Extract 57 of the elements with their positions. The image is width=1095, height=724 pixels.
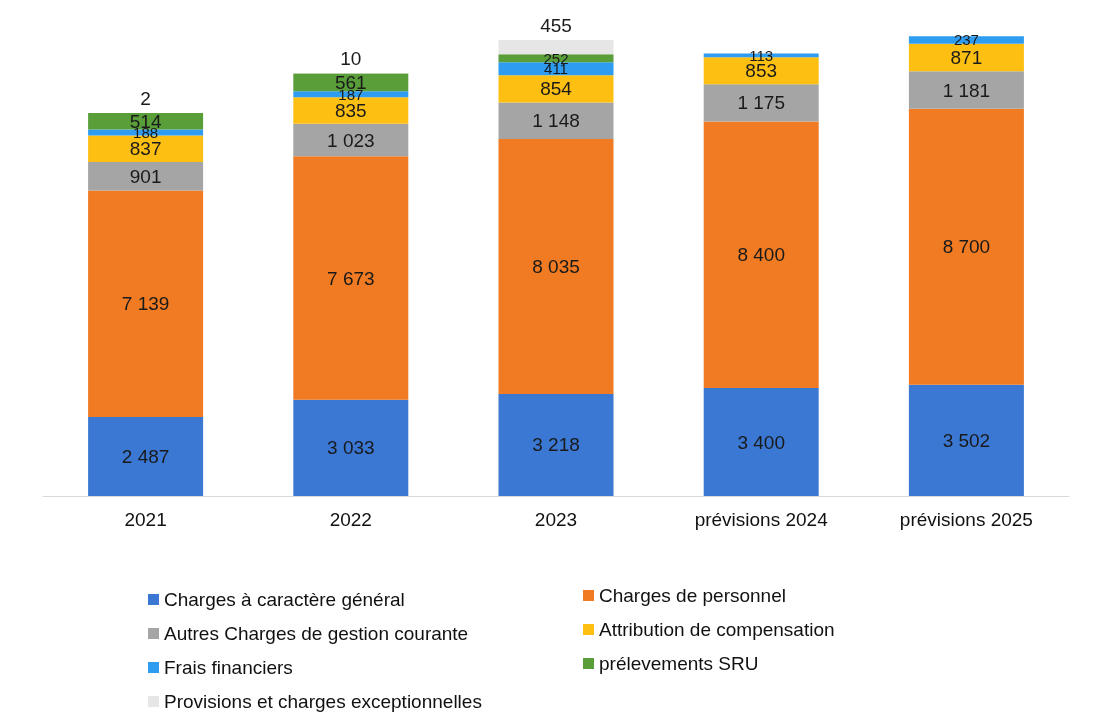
legend-label: Frais financiers	[164, 657, 293, 678]
data-label: 10	[340, 48, 362, 70]
bar	[498, 62, 614, 76]
bar	[703, 388, 819, 496]
x-tick-label: prévisions 2025	[899, 509, 1033, 530]
bar	[703, 84, 819, 122]
bar	[908, 43, 1024, 72]
data-label: 3 033	[327, 437, 375, 459]
bar	[293, 156, 409, 400]
data-label: 1 148	[532, 110, 580, 132]
data-label: 8 400	[737, 244, 785, 266]
data-label: 455	[540, 14, 572, 36]
bar	[703, 121, 819, 389]
bar	[88, 190, 204, 418]
bar	[88, 113, 204, 130]
x-tick-label: 2022	[329, 509, 372, 530]
data-label: 3 400	[737, 431, 785, 453]
data-label: 3 502	[942, 429, 991, 451]
bar	[908, 71, 1024, 109]
bar	[908, 108, 1024, 385]
data-label: 8 700	[942, 236, 991, 258]
data-label: 3 218	[532, 434, 580, 456]
bar	[293, 399, 409, 496]
data-label: 854	[540, 78, 573, 100]
data-label: 1 181	[942, 79, 991, 101]
data-label: 7 673	[327, 267, 375, 289]
bar	[908, 36, 1024, 44]
bar	[498, 102, 614, 139]
data-label: 835	[334, 100, 367, 122]
legend-label: Autres Charges de gestion courante	[164, 623, 469, 644]
bar	[498, 393, 614, 496]
legend-label: Charges de personnel	[599, 585, 786, 606]
data-label: 2	[140, 88, 151, 110]
x-tick-label: prévisions 2024	[694, 509, 829, 530]
data-label: 7 139	[121, 293, 170, 315]
data-label: 8 035	[532, 255, 580, 277]
bar	[498, 138, 614, 394]
bar	[88, 161, 204, 191]
x-tick-label: 2021	[124, 509, 167, 530]
legend-label: Attribution de compensation	[599, 619, 835, 640]
legend-label: Charges à caractère général	[164, 589, 405, 610]
data-label: 1 175	[737, 92, 785, 114]
data-label: 237	[953, 31, 979, 49]
legend-label: prélevements SRU	[599, 653, 759, 674]
data-label: 1 023	[327, 129, 375, 151]
data-label: 2 487	[121, 446, 170, 468]
data-label: 871	[950, 46, 983, 68]
data-label: 837	[129, 138, 162, 160]
bar	[498, 75, 614, 103]
data-label: 901	[129, 165, 162, 187]
bar	[293, 91, 409, 98]
bar	[908, 384, 1024, 496]
bar	[498, 39, 614, 55]
legend-label: Provisions et charges exceptionnelles	[164, 691, 482, 712]
bar	[293, 123, 409, 157]
bar	[88, 417, 204, 496]
x-tick-label: 2023	[534, 509, 578, 530]
